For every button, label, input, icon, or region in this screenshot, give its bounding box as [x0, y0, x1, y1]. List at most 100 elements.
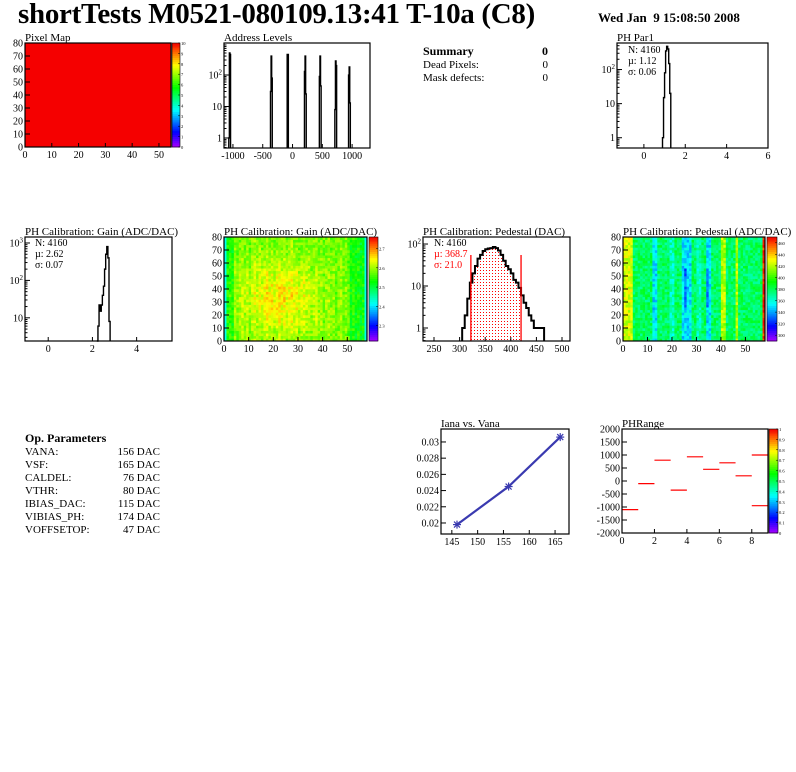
heatmap-cell: [652, 328, 656, 331]
heatmap-cell: [283, 250, 286, 253]
heatmap-cell: [334, 252, 338, 256]
heatmap-cell: [359, 278, 363, 282]
heatmap-cell: [647, 304, 651, 308]
heatmap-cell: [248, 304, 252, 308]
heatmap-cell: [362, 242, 365, 246]
heatmap-cell: [725, 265, 729, 269]
heatmap-cell: [718, 302, 722, 305]
heatmap-cell: [657, 278, 661, 282]
heatmap-cell: [310, 299, 314, 303]
heatmap-cell: [696, 333, 700, 337]
heatmap-cell: [728, 335, 732, 339]
heatmap-cell: [711, 276, 714, 279]
heatmap-cell: [293, 335, 296, 339]
heatmap-cell: [364, 244, 368, 248]
heatmap-cell: [669, 325, 673, 329]
heatmap-cell: [711, 296, 714, 300]
heatmap-cell: [698, 239, 702, 243]
heatmap-cell: [706, 278, 709, 282]
heatmap-cell: [723, 304, 727, 308]
heatmap-cell: [632, 283, 636, 287]
heatmap-cell: [330, 247, 333, 251]
heatmap-cell: [733, 252, 736, 256]
heatmap-cell: [654, 291, 658, 295]
heatmap-cell: [755, 302, 758, 305]
heatmap-cell: [623, 239, 626, 243]
heatmap-cell: [322, 328, 326, 331]
heatmap-cell: [364, 237, 368, 240]
heatmap-cell: [322, 260, 326, 264]
heatmap-cell: [359, 335, 363, 339]
heatmap-cell: [320, 260, 323, 264]
heatmap-cell: [344, 302, 348, 305]
heatmap-cell: [691, 302, 695, 305]
heatmap-cell: [251, 255, 254, 259]
heatmap-cell: [649, 276, 653, 279]
heatmap-cell: [733, 338, 736, 342]
heatmap-cell: [327, 278, 331, 282]
heatmap-cell: [694, 242, 697, 246]
heatmap-cell: [344, 250, 348, 253]
heatmap-cell: [659, 273, 663, 277]
heatmap-cell: [735, 330, 739, 334]
heatmap-cell: [723, 276, 727, 279]
heatmap-cell: [711, 265, 714, 269]
heatmap-cell: [224, 289, 227, 292]
heatmap-cell: [662, 291, 665, 295]
heatmap-cell: [659, 239, 663, 243]
heatmap-cell: [720, 278, 724, 282]
heatmap-cell: [312, 286, 316, 290]
heatmap-cell: [703, 281, 707, 285]
heatmap-cell: [258, 281, 262, 285]
heatmap-cell: [647, 278, 651, 282]
heatmap-cell: [654, 302, 658, 305]
heatmap-cell: [310, 250, 314, 253]
heatmap-cell: [265, 317, 269, 321]
heatmap-cell: [283, 265, 286, 269]
heatmap-cell: [647, 302, 651, 305]
heatmap-cell: [231, 244, 235, 248]
heatmap-cell: [723, 309, 727, 313]
heatmap-cell: [694, 328, 697, 331]
heatmap-cell: [310, 312, 314, 316]
heatmap-cell: [696, 304, 700, 308]
heatmap-cell: [691, 312, 695, 316]
heatmap-cell: [310, 335, 314, 339]
palette-band: [369, 328, 378, 331]
heatmap-cell: [320, 312, 323, 316]
heatmap-cell: [332, 296, 336, 300]
heatmap-cell: [253, 265, 257, 269]
heatmap-cell: [752, 328, 756, 331]
palette-tick-label: 9: [181, 51, 184, 56]
heatmap-cell: [268, 317, 272, 321]
heatmap-cell: [339, 268, 343, 272]
heatmap-cell: [253, 260, 257, 264]
heatmap-cell: [698, 270, 702, 274]
heatmap-cell: [334, 242, 338, 246]
heatmap-cell: [716, 257, 719, 261]
heatmap-cell: [243, 325, 247, 329]
heatmap-cell: [231, 335, 235, 339]
heatmap-cell: [664, 333, 668, 337]
heatmap-cell: [742, 315, 746, 318]
heatmap-cell: [260, 335, 264, 339]
heatmap-cell: [686, 325, 690, 329]
heatmap-cell: [669, 273, 673, 277]
heatmap-cell: [747, 268, 751, 272]
heatmap-cell: [337, 317, 341, 321]
heatmap-cell: [674, 270, 678, 274]
heatmap-cell: [315, 304, 318, 308]
heatmap-cell: [231, 333, 235, 337]
heatmap-cell: [334, 309, 338, 313]
heatmap-cell: [275, 304, 279, 308]
heatmap-cell: [664, 325, 668, 329]
heatmap-cell: [623, 265, 626, 269]
heatmap-cell: [332, 309, 336, 313]
heatmap-cell: [233, 299, 237, 303]
heatmap-cell: [270, 335, 274, 339]
heatmap-cell: [307, 320, 311, 324]
y-tick-label: 0: [18, 143, 23, 154]
heatmap-cell: [253, 315, 257, 318]
heatmap-cell: [349, 317, 353, 321]
